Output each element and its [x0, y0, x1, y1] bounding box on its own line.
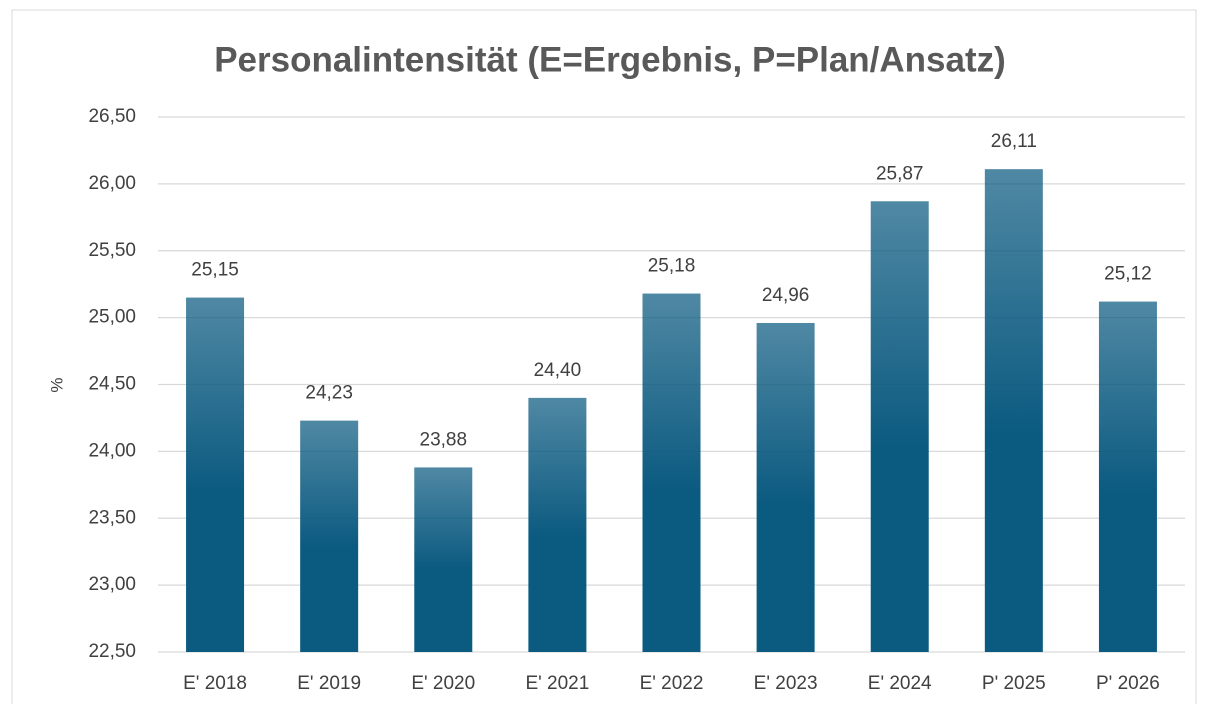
bar	[642, 293, 701, 652]
x-tick-label: E' 2023	[754, 673, 818, 694]
y-tick-label: 22,50	[88, 641, 136, 662]
data-label: 24,96	[762, 285, 810, 306]
y-tick-label: 24,50	[88, 374, 136, 395]
data-label: 24,23	[305, 383, 353, 404]
data-label: 26,11	[991, 131, 1037, 152]
bar	[528, 397, 587, 652]
data-label: 24,40	[534, 360, 582, 381]
y-tick-label: 23,50	[88, 507, 136, 528]
bar	[300, 420, 359, 652]
data-label: 25,15	[191, 260, 239, 281]
y-tick-label: 23,00	[88, 574, 136, 595]
bar	[414, 467, 473, 652]
data-label: 25,87	[876, 163, 924, 184]
y-tick-label: 25,00	[88, 307, 136, 328]
y-axis-label: %	[47, 377, 66, 392]
x-tick-label: E' 2022	[640, 673, 704, 694]
bar	[984, 169, 1043, 652]
x-tick-label: E' 2018	[183, 673, 247, 694]
x-tick-label: E' 2021	[525, 673, 589, 694]
x-tick-label: P' 2025	[982, 673, 1046, 694]
chart-title: Personalintensität (E=Ergebnis, P=Plan/A…	[214, 40, 1006, 79]
data-label: 25,12	[1104, 264, 1152, 285]
y-tick-label: 26,00	[88, 173, 136, 194]
bar	[756, 322, 815, 652]
x-tick-label: E' 2019	[297, 673, 361, 694]
y-tick-label: 26,50	[88, 106, 136, 127]
bar	[1098, 301, 1157, 652]
bar	[870, 201, 929, 652]
y-tick-label: 24,00	[88, 440, 136, 461]
x-tick-label: E' 2020	[411, 673, 475, 694]
data-label: 23,88	[420, 429, 468, 450]
bar	[186, 297, 245, 652]
x-tick-label: E' 2024	[868, 673, 932, 694]
x-tick-label: P' 2026	[1096, 673, 1160, 694]
y-tick-label: 25,50	[88, 240, 136, 261]
data-label: 25,18	[648, 256, 696, 277]
